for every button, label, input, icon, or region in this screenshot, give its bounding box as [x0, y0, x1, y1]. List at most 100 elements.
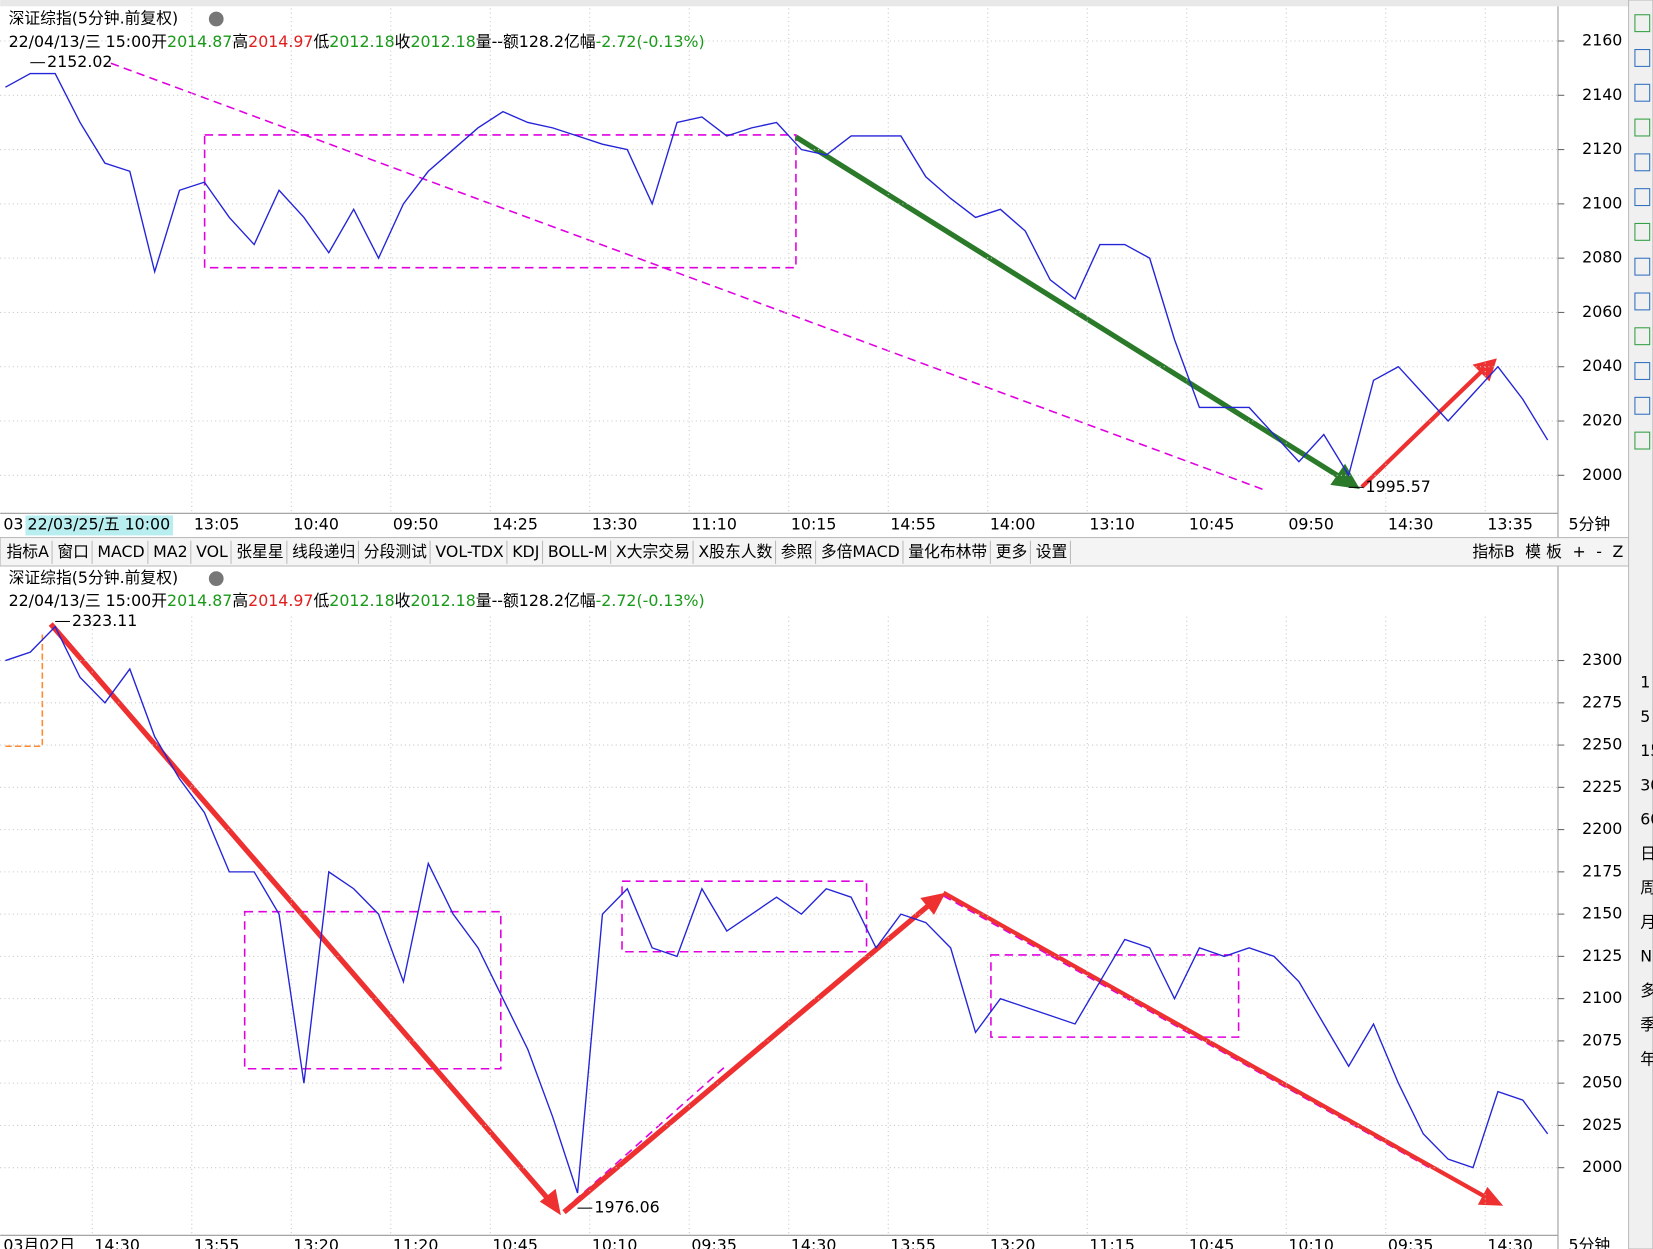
- x-tick-label: 14:25: [492, 514, 538, 533]
- y-tick-label: 2175: [1582, 861, 1622, 880]
- side-button[interactable]: 30: [1640, 775, 1653, 794]
- side-icon: [1634, 49, 1651, 67]
- info-item: 2014.97: [248, 590, 313, 609]
- info-item: 2012.18: [410, 32, 475, 51]
- toolbar-button[interactable]: Z: [1613, 542, 1624, 561]
- toolbar-button[interactable]: 指标B: [1472, 542, 1514, 561]
- info-item: 2014.87: [167, 32, 232, 51]
- side-button[interactable]: 季: [1640, 1015, 1653, 1034]
- high-label: 2152.02: [47, 52, 112, 71]
- side-button[interactable]: 周: [1640, 878, 1653, 897]
- side-icon: [1634, 396, 1651, 415]
- y-tick-label: 2225: [1582, 777, 1622, 796]
- toolbar-button[interactable]: KDJ: [512, 542, 539, 561]
- arrow: [48, 622, 553, 1204]
- info-item: 22/04/13/三 15:00: [9, 32, 152, 51]
- x-tick-label: 10:45: [1189, 514, 1235, 533]
- toolbar-button[interactable]: X股东人数: [698, 542, 772, 561]
- box: [203, 134, 797, 269]
- side-icon: [1634, 153, 1651, 172]
- toolbar-button[interactable]: 线段递归: [292, 542, 355, 561]
- info-item: 量--: [476, 32, 503, 51]
- analysis-drawings: [5, 62, 1504, 1216]
- info-item: 高: [232, 590, 248, 609]
- info-item: 额128.2亿: [503, 32, 580, 51]
- x-tick-label: 09:50: [393, 514, 439, 533]
- box: [243, 910, 502, 1070]
- toolbar-button[interactable]: X大宗交易: [616, 542, 690, 561]
- y-tick-label: 2080: [1582, 248, 1622, 267]
- x-tick-label: 10:45: [492, 1235, 538, 1249]
- y-tick-label: 2250: [1582, 735, 1622, 754]
- toolbar-button[interactable]: 指标A: [6, 542, 49, 561]
- toolbar-button[interactable]: 多倍MACD: [821, 542, 900, 561]
- y-tick-label: 2140: [1582, 85, 1622, 104]
- x-tick-label: 13:55: [194, 1235, 240, 1249]
- toolbar-button[interactable]: 参照: [781, 542, 813, 561]
- arrow-head: [1477, 1186, 1504, 1206]
- side-icon: [1634, 257, 1651, 276]
- toolbar-button[interactable]: MA2: [153, 542, 188, 561]
- side-button[interactable]: 年: [1640, 1049, 1653, 1068]
- toolbar-button[interactable]: VOL-TDX: [435, 542, 504, 561]
- side-button[interactable]: 5: [1640, 707, 1650, 726]
- marker: [5, 632, 44, 748]
- toolbar-button[interactable]: 窗口: [57, 542, 89, 561]
- y-tick-label: 2200: [1582, 819, 1622, 838]
- x-tick-label: 10:10: [1288, 1235, 1334, 1249]
- price-line: [5, 72, 1549, 477]
- y-tick-label: 2040: [1582, 356, 1622, 375]
- low-label: 1976.06: [594, 1198, 659, 1217]
- x-tick-label: 10:45: [1189, 1235, 1235, 1249]
- cursor-label-box: [25, 515, 174, 536]
- toolbar-button[interactable]: 张星星: [236, 542, 283, 561]
- side-icon: [1634, 14, 1651, 33]
- side-button[interactable]: 日: [1640, 844, 1653, 863]
- side-button[interactable]: 60: [1640, 810, 1653, 829]
- x-tick-label: 10:10: [592, 1235, 638, 1249]
- toolbar-button[interactable]: 分段测试: [364, 542, 427, 561]
- x-tick-label: 14:30: [791, 1235, 837, 1249]
- y-tick-label: 2000: [1582, 465, 1622, 484]
- toolbar-button[interactable]: 量化布林带: [908, 542, 987, 561]
- y-tick-label: 2100: [1582, 193, 1622, 212]
- toolbar-button[interactable]: 模 板: [1525, 542, 1562, 561]
- side-button[interactable]: 多: [1640, 981, 1653, 1000]
- x-tick-label: 09:50: [1288, 514, 1334, 533]
- toolbar-button[interactable]: 更多: [996, 542, 1028, 561]
- chart-title: 深证综指(5分钟.前复权): [9, 568, 179, 587]
- y-tick-label: 2025: [1582, 1115, 1622, 1134]
- arrow-head: [920, 892, 946, 915]
- toolbar-button[interactable]: BOLL-M: [548, 542, 608, 561]
- toolbar-button[interactable]: +: [1572, 542, 1585, 561]
- y-tick-label: 2000: [1582, 1157, 1622, 1176]
- info-item: 幅: [580, 590, 596, 609]
- toolbar-button[interactable]: 设置: [1036, 542, 1068, 561]
- arrow: [942, 890, 1488, 1200]
- box: [990, 954, 1240, 1038]
- y-tick-label: 2160: [1582, 31, 1622, 50]
- info-item: 高: [232, 32, 248, 51]
- x-tick-label: 10:40: [293, 514, 339, 533]
- arrow: [562, 902, 932, 1215]
- toolbar-button[interactable]: MACD: [97, 542, 144, 561]
- y-tick-label: 2060: [1582, 302, 1622, 321]
- info-item: 收: [395, 590, 411, 609]
- side-button[interactable]: N: [1640, 947, 1652, 966]
- x-tick-label: 10:15: [791, 514, 837, 533]
- info-item: 2012.18: [329, 32, 394, 51]
- side-button[interactable]: 1: [1640, 672, 1650, 691]
- toolbar-button[interactable]: -: [1596, 542, 1602, 561]
- info-line: 22/04/13/三 15:00开2014.87高2014.97低2012.18…: [9, 590, 705, 609]
- info-item: 2012.18: [410, 590, 475, 609]
- info-item: 收: [395, 32, 411, 51]
- arrow: [1360, 367, 1486, 489]
- toolbar-button[interactable]: VOL: [196, 542, 228, 561]
- period-label: 5分钟: [1569, 514, 1611, 533]
- x-tick-label: 13:20: [990, 1235, 1036, 1249]
- x-tick-label: 13:10: [1089, 514, 1135, 533]
- side-button[interactable]: 15: [1640, 741, 1653, 760]
- side-icon: [1634, 118, 1651, 137]
- side-button[interactable]: 月: [1640, 912, 1653, 931]
